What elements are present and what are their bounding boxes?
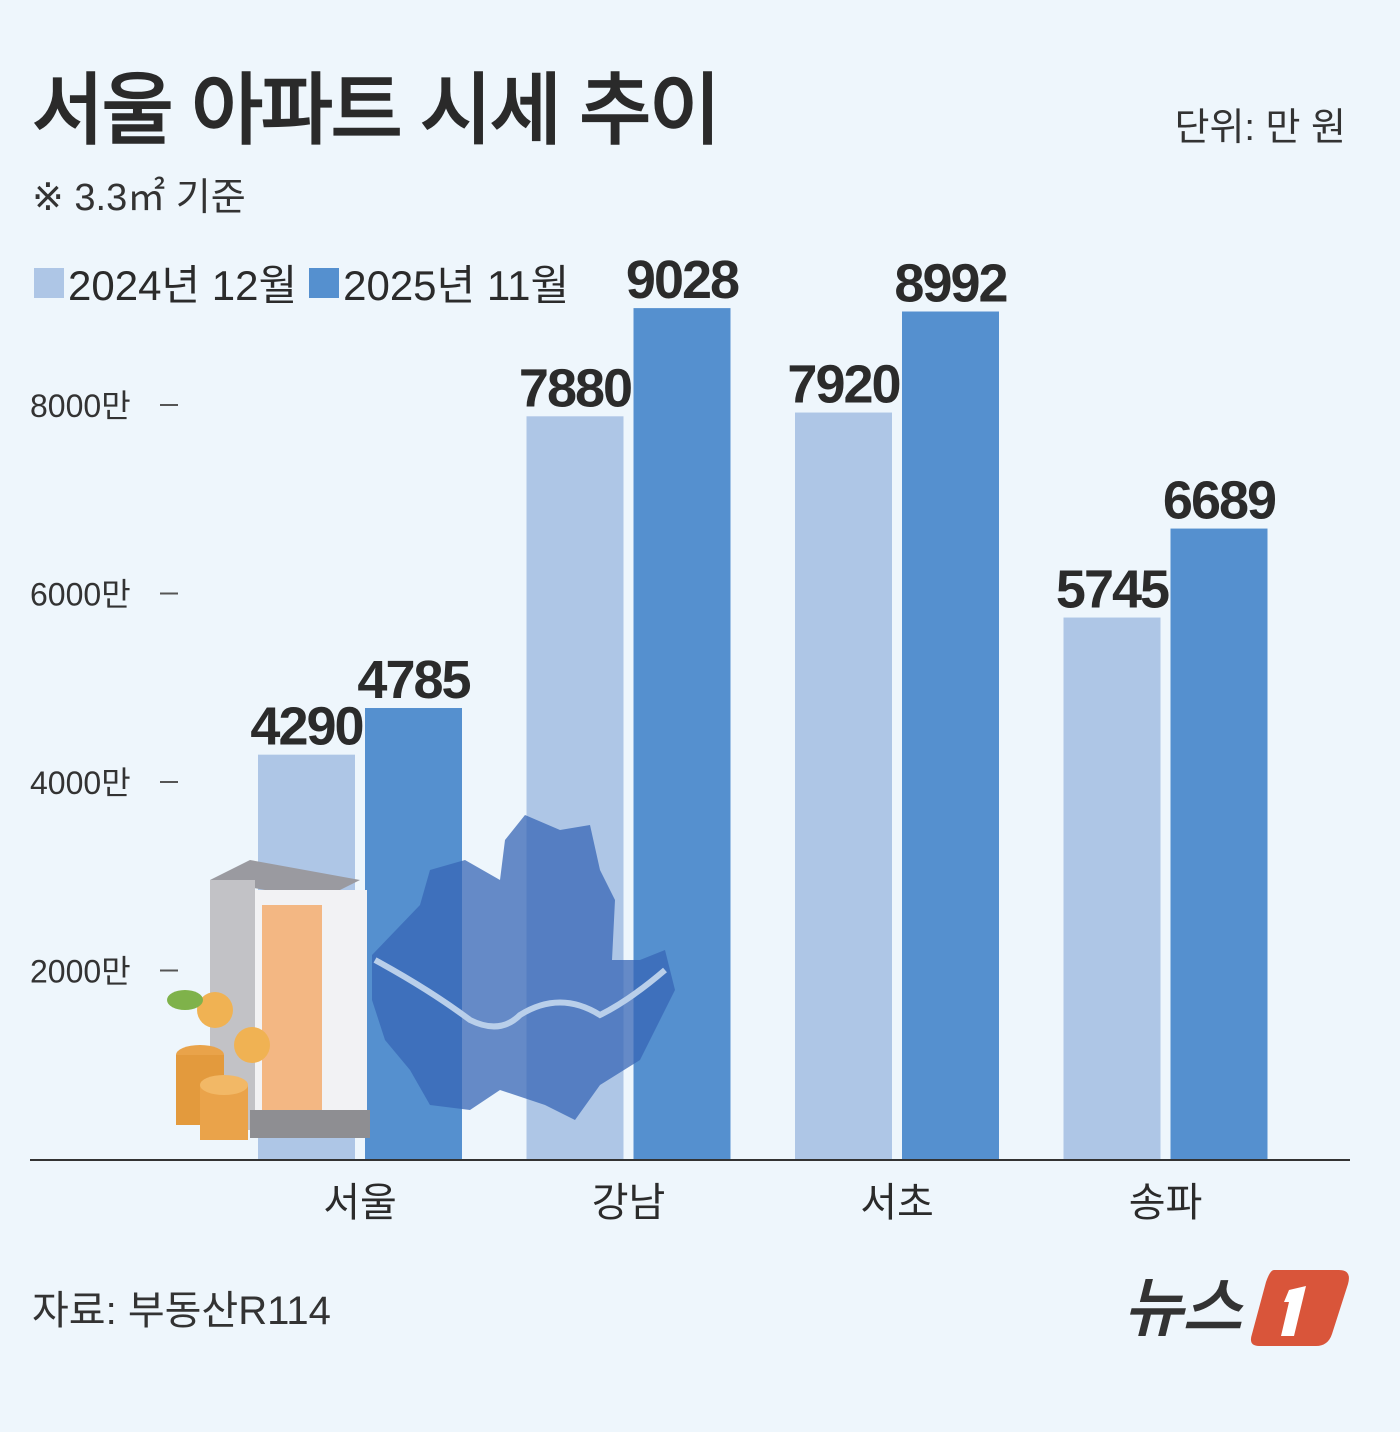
legend: 2024년 12월 2025년 11월: [34, 252, 581, 313]
bar-서초-1: [902, 311, 999, 1159]
logo-text: 뉴스: [1124, 1272, 1244, 1346]
data-label: 6689: [1163, 471, 1276, 531]
data-label: 5745: [1056, 560, 1169, 620]
seoul-map-shape: [372, 815, 675, 1120]
bar-송파-0: [1063, 617, 1161, 1159]
coins-icon: [167, 990, 270, 1140]
bar-송파-1: [1170, 528, 1268, 1159]
legend-label: 2024년 12월: [68, 262, 298, 309]
han-river: [373, 957, 667, 1030]
seoul-illustration: [167, 815, 675, 1140]
data-label: 4290: [250, 697, 362, 757]
bar-서초-0: [795, 412, 892, 1159]
category-label: 서울: [323, 1181, 397, 1225]
y-tick-label: 4000만: [30, 765, 131, 801]
data-label: 7920: [787, 355, 899, 415]
y-tick-label: 6000만: [30, 577, 131, 613]
source-note: 자료: 부동산R114: [32, 1289, 331, 1333]
data-label: 9028: [626, 250, 739, 310]
legend-swatch: [309, 267, 340, 298]
category-label: 서초: [860, 1181, 934, 1225]
unit-label: 단위: 만 원: [1174, 107, 1346, 149]
category-label: 강남: [592, 1181, 666, 1225]
basis-note: ※ 3.3㎡ 기준: [32, 177, 246, 219]
y-tick-label: 2000만: [30, 954, 131, 990]
data-label: 7880: [519, 358, 631, 418]
news1-logo: 뉴스: [1124, 1262, 1354, 1357]
y-tick-label: 8000만: [30, 388, 131, 424]
apartment-building-icon: [210, 860, 370, 1138]
data-label: 4785: [357, 650, 470, 710]
legend-item-2024-12: 2024년 12월: [34, 252, 297, 313]
data-label: 8992: [894, 254, 1006, 314]
legend-item-2025-11: 2025년 11월: [309, 252, 569, 313]
category-label: 송파: [1129, 1181, 1203, 1225]
page-title: 서울 아파트 시세 추이: [32, 66, 721, 154]
legend-swatch: [34, 267, 64, 298]
legend-label: 2025년 11월: [343, 262, 570, 309]
